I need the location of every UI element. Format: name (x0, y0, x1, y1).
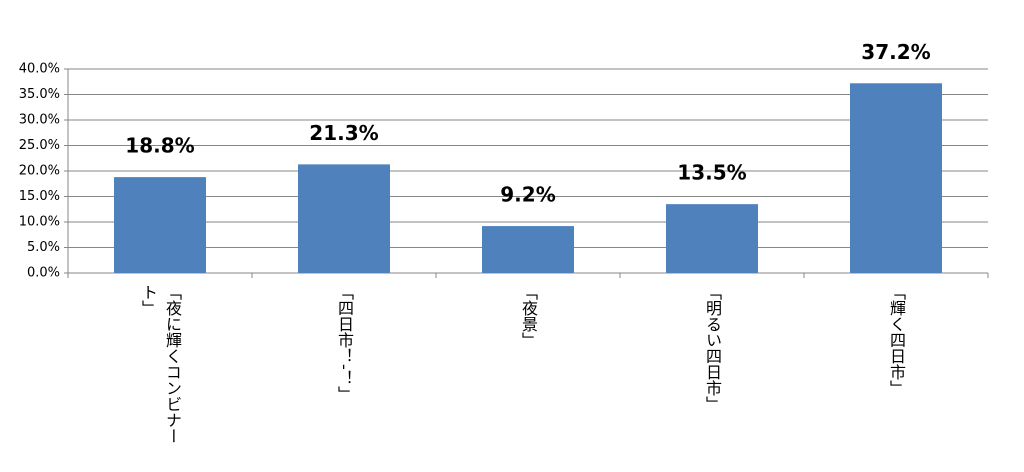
bar (298, 164, 390, 273)
y-tick-label: 35.0% (19, 87, 60, 102)
bar (114, 177, 206, 273)
x-tick-label: 「輝く四日市」 (887, 284, 906, 396)
y-tick-label: 25.0% (19, 138, 60, 153)
x-tick-label: 「夜景」 (519, 284, 538, 348)
y-tick-label: 0.0% (27, 266, 60, 281)
y-tick-label: 20.0% (19, 164, 60, 179)
x-tick-label: 「四日市！-！」 (335, 284, 354, 402)
y-tick-label: 10.0% (19, 215, 60, 230)
value-label: 9.2% (500, 183, 555, 207)
y-tick-label: 30.0% (19, 113, 60, 128)
x-tick-label: 「夜に輝くコンビナート」 (139, 284, 182, 444)
bar (850, 83, 942, 273)
value-label: 13.5% (677, 161, 746, 185)
x-tick-label: 「明るい四日市」 (703, 284, 722, 412)
value-label: 18.8% (125, 134, 194, 158)
bar (666, 204, 758, 273)
value-label: 21.3% (309, 121, 378, 145)
y-tick-label: 15.0% (19, 189, 60, 204)
value-label: 37.2% (861, 40, 930, 64)
y-tick-label: 40.0% (19, 62, 60, 77)
y-tick-label: 5.0% (27, 240, 60, 255)
bar (482, 226, 574, 273)
